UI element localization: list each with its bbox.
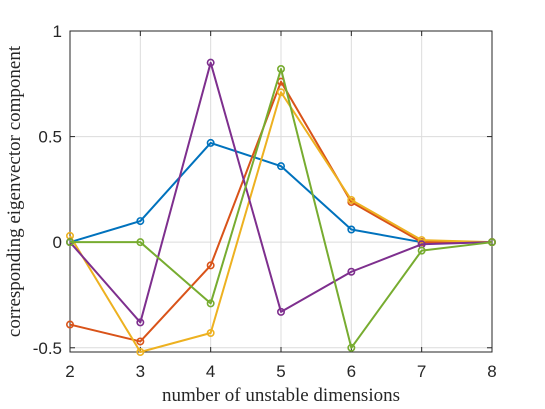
y-tick-label: 0.5 <box>38 128 62 147</box>
data-point <box>487 238 496 247</box>
data-point <box>206 261 215 270</box>
data-point <box>206 58 215 67</box>
data-point <box>136 318 145 327</box>
data-point <box>347 195 356 204</box>
x-axis-ticks: 2 3 4 5 6 7 8 <box>65 31 497 381</box>
x-tick-label: 2 <box>65 362 74 381</box>
series-5 <box>66 65 496 352</box>
x-tick-label: 8 <box>487 362 496 381</box>
data-point <box>276 307 285 316</box>
series-group <box>66 58 496 356</box>
series-3 <box>66 88 496 356</box>
data-point <box>66 320 75 329</box>
series-4-line <box>69 61 493 324</box>
series-3-line <box>69 91 493 353</box>
data-point <box>136 337 145 346</box>
x-tick-label: 4 <box>206 362 215 381</box>
series-2-line <box>69 80 492 343</box>
x-tick-label: 6 <box>347 362 356 381</box>
data-point <box>417 236 426 245</box>
x-tick-label: 3 <box>136 362 145 381</box>
y-tick-label: 1 <box>53 22 62 41</box>
x-tick-label: 5 <box>276 362 285 381</box>
y-axis-label: corresponding eigenvector component <box>4 45 25 337</box>
data-point <box>276 88 285 97</box>
y-axis-ticks: -0.5 0 0.5 1 <box>33 22 492 358</box>
data-point <box>206 328 215 337</box>
data-point <box>66 238 75 247</box>
data-point <box>136 347 145 356</box>
data-point <box>276 65 285 74</box>
data-point <box>206 299 215 308</box>
series-5-line <box>70 68 493 349</box>
data-point <box>347 267 356 276</box>
data-point <box>136 217 145 226</box>
data-point <box>276 162 285 171</box>
data-point <box>206 138 215 147</box>
data-point <box>417 246 426 255</box>
y-tick-label: -0.5 <box>33 339 62 358</box>
y-tick-label: 0 <box>53 233 62 252</box>
x-axis-label: number of unstable dimensions <box>162 385 400 406</box>
data-point <box>347 343 356 352</box>
data-point <box>347 225 356 234</box>
data-point <box>136 238 145 247</box>
x-tick-label: 7 <box>417 362 426 381</box>
